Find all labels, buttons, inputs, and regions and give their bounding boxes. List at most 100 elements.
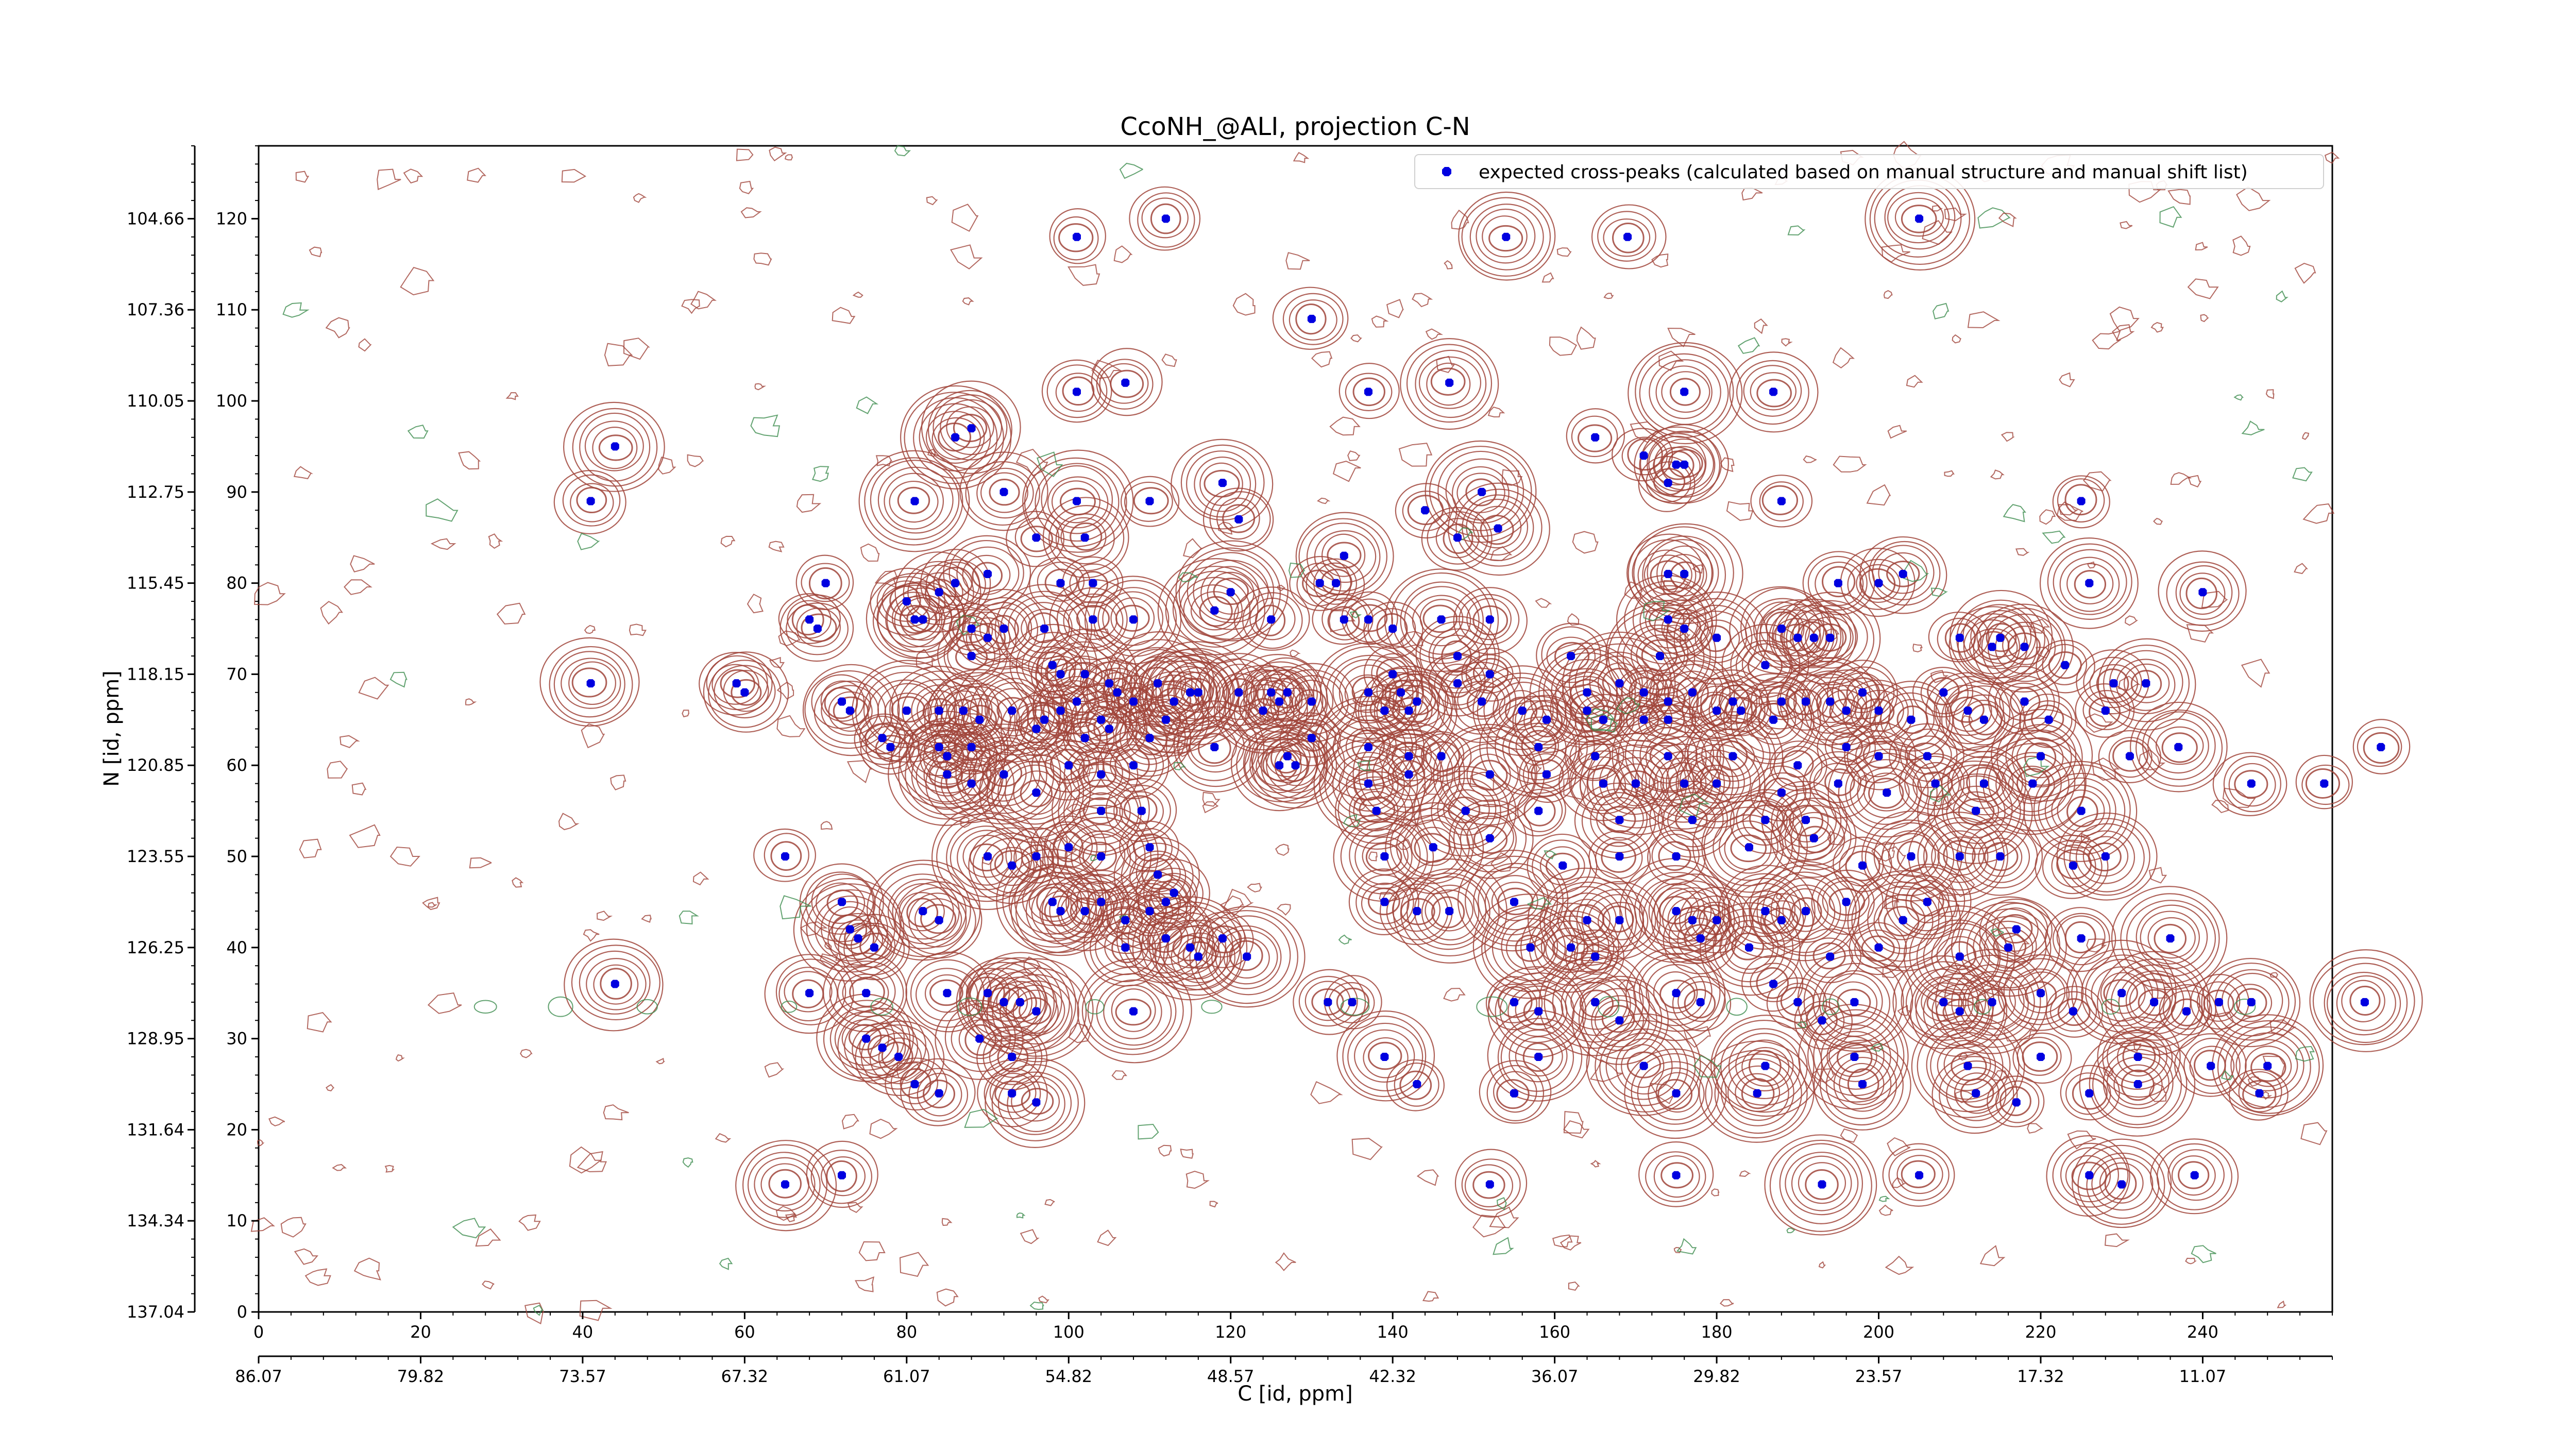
cross-peak-marker xyxy=(1923,898,1931,906)
noise-contour xyxy=(1549,336,1578,356)
cross-peak-marker xyxy=(1145,843,1154,852)
contour-ring xyxy=(2341,980,2385,1022)
contour-ring xyxy=(802,664,900,756)
cross-peak-marker xyxy=(1874,706,1883,715)
noise-contour xyxy=(1469,771,1495,791)
contour-group xyxy=(1741,955,1804,1012)
y-ppm-axis: 137.04134.34131.64128.95126.25123.55120.… xyxy=(127,145,196,1322)
cross-peak-marker xyxy=(1073,497,1081,506)
contour-ring xyxy=(1874,686,1951,752)
noise-contour xyxy=(1016,718,1046,734)
contour-ring xyxy=(1963,619,2020,675)
contour-ring xyxy=(1229,940,1263,971)
cross-peak-marker xyxy=(1234,688,1243,697)
contour-ring xyxy=(2113,1064,2163,1105)
contour-ring xyxy=(2207,963,2296,1041)
cross-peak-marker xyxy=(2320,779,2329,788)
cross-peak-marker xyxy=(2101,706,2110,715)
noise-contour xyxy=(784,154,793,161)
contour-ring xyxy=(1999,682,2048,721)
contour-group xyxy=(2129,701,2228,793)
noise-contour xyxy=(332,1164,347,1171)
contour-ring xyxy=(1552,934,1589,962)
cross-peak-marker xyxy=(1737,706,1745,715)
cross-peak-marker xyxy=(2085,579,2094,587)
cross-peak-marker xyxy=(1056,579,1065,587)
noise-contour xyxy=(785,1213,798,1222)
cross-peak-marker xyxy=(862,989,871,998)
cross-peak-marker xyxy=(1615,916,1624,924)
negative-contour xyxy=(1737,337,1760,354)
noise-contour xyxy=(1590,1159,1601,1168)
contour-ring xyxy=(2038,772,2126,849)
contour-ring xyxy=(1854,929,1901,969)
contour-ring xyxy=(1868,778,1904,809)
cross-peak-marker xyxy=(1558,861,1567,870)
noise-contour xyxy=(604,343,633,366)
noise-contour xyxy=(1501,469,1523,486)
contour-ring xyxy=(959,968,1019,1021)
contour-group xyxy=(1129,186,1201,251)
negative-contour xyxy=(2276,290,2289,302)
negative-contour xyxy=(719,1257,733,1270)
cross-peak-marker xyxy=(2150,998,2159,1006)
contour-ring xyxy=(1190,591,1239,631)
contour-ring xyxy=(2185,577,2218,610)
noise-contour xyxy=(1883,290,1893,299)
cross-peak-marker xyxy=(1494,524,1502,533)
noise-contour xyxy=(1487,406,1505,418)
contour-ring xyxy=(919,731,978,785)
noise-contour xyxy=(1998,212,2017,227)
contour-ring xyxy=(2129,701,2228,793)
noise-contour xyxy=(1425,328,1444,340)
contour-ring xyxy=(1939,1060,2014,1128)
contour-ring xyxy=(1394,1063,1439,1107)
cross-peak-marker xyxy=(1267,688,1276,697)
cross-peak-marker xyxy=(1485,615,1494,624)
contour-ring xyxy=(2324,963,2408,1043)
contour-ring xyxy=(1663,905,1737,974)
contour-group xyxy=(806,1140,878,1208)
contour-ring xyxy=(1750,475,1813,528)
contour-ring xyxy=(1506,926,1555,970)
negative-contour xyxy=(964,1109,999,1128)
contour-ring xyxy=(2060,1065,2120,1121)
noise-contour xyxy=(2247,1076,2263,1087)
y-tick-label: 70 xyxy=(226,664,247,684)
contour-ring xyxy=(1730,632,1801,698)
noise-contour xyxy=(768,541,785,552)
contour-group xyxy=(1814,1039,1911,1131)
contour-ring xyxy=(858,450,970,552)
negative-contour xyxy=(894,145,911,157)
noise-contour xyxy=(641,915,652,923)
contour-ring xyxy=(1151,659,1228,725)
contour-group xyxy=(1091,348,1163,416)
contour-group xyxy=(1175,540,1289,642)
cross-peak-marker xyxy=(1129,761,1138,770)
contour-ring xyxy=(2189,1046,2235,1087)
contour-ring xyxy=(563,401,665,492)
noise-contour xyxy=(254,582,286,605)
noise-contour xyxy=(2086,938,2107,953)
noise-contour xyxy=(629,624,647,636)
noise-contour xyxy=(916,648,937,670)
cross-peak-marker xyxy=(1437,615,1446,624)
cross-peak-marker xyxy=(854,934,862,943)
x-ppm-tick-label: 23.57 xyxy=(1855,1367,1903,1386)
noise-contour xyxy=(1277,903,1291,916)
noise-contour xyxy=(1443,988,1466,1002)
negative-contour xyxy=(473,1000,497,1014)
contour-ring xyxy=(553,651,625,718)
cross-peak-marker xyxy=(1915,214,1924,223)
contour-ring xyxy=(2201,957,2301,1048)
cross-peak-marker xyxy=(2182,1007,2191,1016)
cross-peak-marker xyxy=(1380,706,1389,715)
contour-ring xyxy=(806,1140,878,1208)
cross-peak-marker xyxy=(1453,652,1462,661)
contour-ring xyxy=(1639,957,1713,1026)
cross-peak-marker xyxy=(1567,943,1575,952)
cross-peak-marker xyxy=(2037,989,2045,998)
contour-ring xyxy=(2082,836,2129,877)
x-ppm-tick-label: 36.07 xyxy=(1531,1367,1579,1386)
contour-ring xyxy=(955,644,988,670)
